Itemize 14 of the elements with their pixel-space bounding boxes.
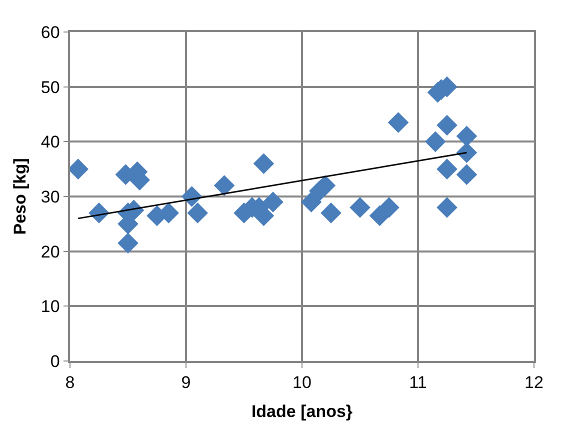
y-tick-label: 50: [40, 78, 60, 97]
x-tick-label: 11: [409, 373, 427, 392]
y-tick-label: 10: [40, 297, 60, 316]
y-tick-label: 30: [40, 187, 60, 206]
y-axis-title: Peso [kg]: [10, 158, 30, 235]
x-axis-title: Idade [anos}: [251, 402, 353, 421]
y-tick-label: 60: [40, 22, 60, 42]
y-tick-label: 40: [40, 132, 60, 152]
x-tick-label: 10: [292, 373, 312, 392]
y-tick-label: 20: [40, 242, 60, 262]
y-tick-label: 0: [50, 352, 60, 371]
x-tick-label: 12: [524, 373, 544, 392]
x-tick-label: 8: [65, 373, 75, 392]
x-tick-label: 9: [181, 373, 191, 392]
